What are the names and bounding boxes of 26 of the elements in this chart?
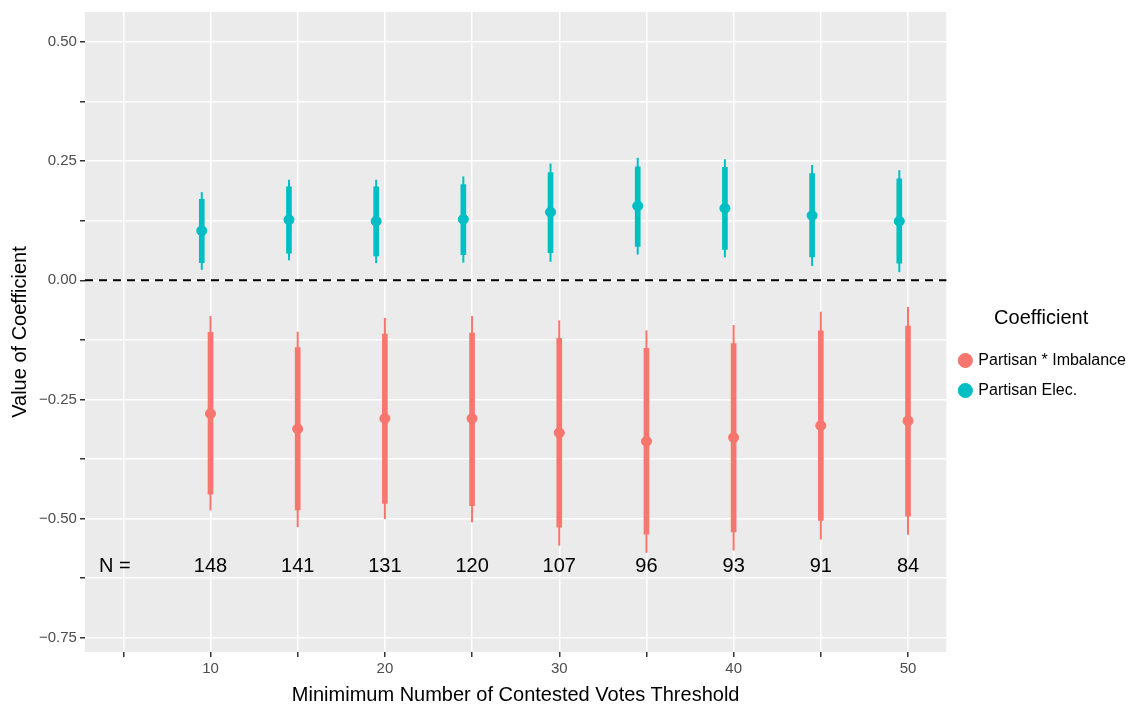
x-tick-label: 50 [899, 659, 917, 677]
annotation: 91 [809, 553, 832, 576]
annotation: 141 [281, 553, 315, 576]
annotation: 93 [722, 553, 745, 576]
legend-title: Coefficient [994, 306, 1089, 329]
x-tick-label: 30 [550, 659, 568, 677]
annotation: 148 [193, 553, 228, 576]
y-tick-label: −0.75 [38, 627, 77, 645]
y-axis-title: Value of Coefficient [7, 245, 30, 418]
annotation: N = [99, 553, 131, 576]
annotation: 96 [635, 553, 658, 576]
x-tick-label: 20 [376, 659, 394, 677]
x-tick-label: 40 [725, 659, 742, 677]
y-tick-label: 0.00 [47, 270, 77, 288]
annotation: 84 [896, 553, 920, 576]
annotation: 131 [368, 553, 402, 576]
legend-label: Partisan Elec. [978, 380, 1078, 398]
x-axis-title: Minimimum Number of Contested Votes Threshold [291, 682, 740, 705]
y-tick-label: 0.50 [47, 32, 77, 50]
y-tick-label: −0.25 [38, 389, 77, 407]
y-tick-label: 0.25 [47, 151, 77, 169]
x-tick-label: 10 [202, 659, 219, 677]
annotation: 120 [455, 553, 489, 576]
legend-label: Partisan * Imbalance [978, 350, 1127, 368]
annotation: 107 [542, 553, 576, 576]
y-tick-label: −0.50 [38, 508, 77, 526]
